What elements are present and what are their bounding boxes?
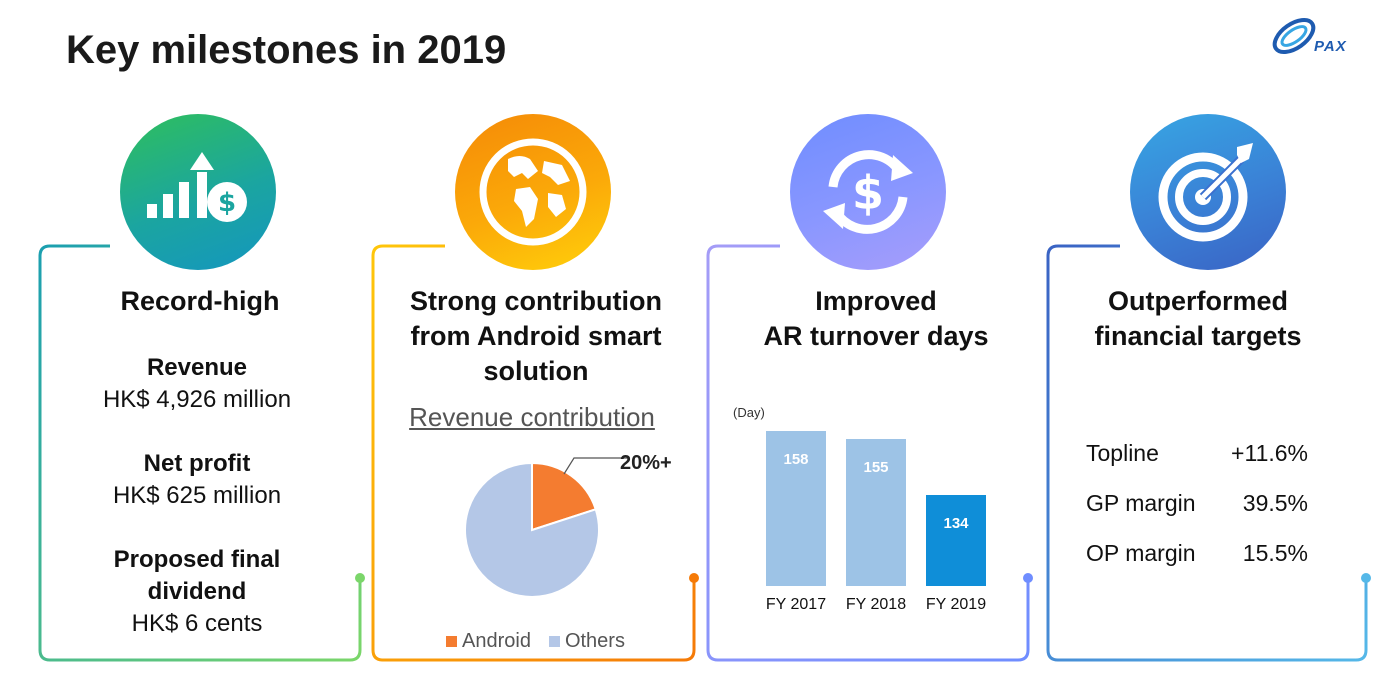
card2-heading-line3: solution [483, 356, 589, 386]
bar-category-label: FY 2019 [925, 596, 987, 613]
bar-chart-unit: (Day) [733, 405, 765, 420]
bar-fy-2018 [846, 439, 906, 586]
android-icon-circle [455, 114, 611, 270]
dollar-cycle-icon: $ [823, 150, 913, 234]
revenue-contribution-title: Revenue contribution [409, 402, 655, 432]
card2-heading-line2: from Android smart [410, 321, 662, 351]
ar-turnover-icon-circle: $ [790, 114, 946, 270]
legend-label-others: Others [564, 630, 625, 652]
card4-heading-line1: Outperformed [1107, 286, 1288, 316]
pax-logo [1272, 18, 1316, 54]
legend-item-others: Others [548, 630, 625, 653]
record-high-icon-circle: $ [120, 114, 276, 270]
legend-label-android: Android [462, 630, 531, 652]
legend-swatch-android [446, 636, 457, 647]
card4-heading: Outperformed financial targets [1048, 284, 1348, 354]
pie-leader-line [563, 457, 630, 475]
card4-dot [1361, 573, 1371, 583]
pie-annotation: 20%+ [620, 452, 672, 474]
card1-frame [38, 244, 362, 662]
net-profit-label: Net profit [143, 450, 251, 477]
dividend-block: Proposed final dividend HK$ 6 cents [40, 544, 354, 640]
revenue-label: Revenue [146, 354, 248, 381]
card3-heading-line2: AR turnover days [763, 321, 989, 351]
dividend-label-line1: Proposed final [113, 546, 281, 573]
revenue-pie-chart [464, 461, 600, 598]
card3-heading: Improved AR turnover days [708, 284, 1044, 354]
card2-heading: Strong contribution from Android smart s… [373, 284, 699, 389]
card3-frame [706, 244, 1030, 662]
card2-frame [371, 244, 696, 662]
svg-text:$: $ [218, 188, 236, 218]
bar-growth-dollar-icon: $ [147, 152, 247, 222]
legend-item-android: Android [446, 630, 531, 653]
logo-text: PAX [1314, 38, 1347, 55]
bar-fy-2019 [926, 495, 986, 586]
metric-op-value: 15.5% [1242, 540, 1308, 566]
bar-value-label: 155 [863, 459, 889, 477]
globe-icon [479, 138, 587, 246]
svg-text:$: $ [852, 166, 884, 220]
dividend-label-line2: dividend [147, 578, 247, 605]
card3-heading-line1: Improved [815, 286, 937, 316]
bar-category-label: FY 2017 [765, 596, 827, 613]
bar-value-label: 134 [943, 515, 969, 533]
bar-value-label: 158 [783, 451, 809, 469]
metric-op-label: OP margin [1086, 540, 1196, 566]
card1-dot [355, 573, 365, 583]
card3-dot [1023, 573, 1033, 583]
bar-fy-2017 [766, 431, 826, 586]
targets-icon-circle [1130, 114, 1286, 270]
card4-heading-line2: financial targets [1094, 321, 1302, 351]
pie-slice-android [531, 461, 597, 532]
card2-dot [689, 573, 699, 583]
bar-category-label: FY 2018 [845, 596, 907, 613]
net-profit-value: HK$ 625 million [112, 482, 282, 509]
target-icon [1158, 143, 1253, 242]
metric-gp-label: GP margin [1086, 490, 1196, 516]
pie-legend: Android Others [446, 630, 625, 653]
revenue-value: HK$ 4,926 million [102, 386, 292, 413]
card1-heading: Record-high [120, 286, 280, 316]
pie-slice-others [464, 461, 600, 598]
revenue-block: Revenue HK$ 4,926 million [40, 352, 354, 416]
dividend-value: HK$ 6 cents [131, 610, 263, 637]
card2-heading-line1: Strong contribution [410, 286, 662, 316]
page-title: Key milestones in 2019 [66, 28, 507, 72]
metric-gp-value: 39.5% [1242, 490, 1308, 516]
net-profit-block: Net profit HK$ 625 million [40, 448, 354, 512]
legend-swatch-others [548, 636, 560, 647]
card4-frame [1046, 244, 1368, 662]
metric-topline-value: +11.6% [1231, 440, 1308, 466]
metric-topline-label: Topline [1086, 440, 1159, 466]
